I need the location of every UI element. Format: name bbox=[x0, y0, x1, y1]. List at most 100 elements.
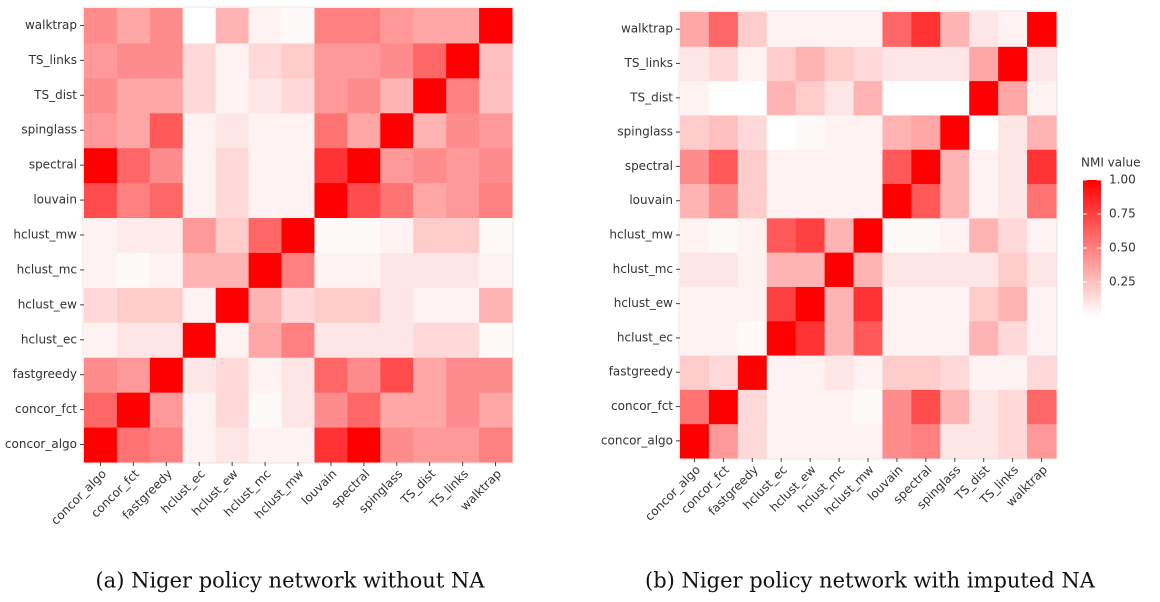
heat-cell bbox=[1027, 423, 1057, 459]
heat-cell bbox=[853, 389, 883, 425]
heat-cell bbox=[940, 286, 970, 322]
heat-cell bbox=[347, 322, 381, 358]
heat-cell bbox=[766, 286, 797, 322]
heat-cell bbox=[314, 77, 348, 114]
heat-cell bbox=[182, 77, 217, 114]
y-tick-label: hclust_mc bbox=[613, 262, 673, 276]
heat-cell bbox=[479, 77, 513, 114]
heat-cell bbox=[795, 286, 826, 322]
heat-cell bbox=[116, 357, 151, 393]
heat-cell bbox=[824, 80, 855, 116]
heat-cell bbox=[708, 183, 739, 219]
heat-cell bbox=[1027, 355, 1057, 390]
heat-cell bbox=[347, 427, 381, 463]
heat-cell bbox=[413, 427, 447, 463]
y-tick-label: hclust_ew bbox=[614, 296, 673, 310]
heat-cell bbox=[824, 12, 855, 47]
heat-cell bbox=[149, 287, 184, 323]
heat-cell bbox=[281, 42, 315, 79]
heat-cell bbox=[116, 322, 151, 358]
heat-cell bbox=[795, 46, 826, 82]
heat-cell bbox=[215, 252, 250, 288]
heat-cell bbox=[215, 77, 250, 114]
heat-cell bbox=[182, 8, 217, 44]
heat-cell bbox=[795, 183, 826, 219]
heat-cell bbox=[281, 217, 315, 253]
y-tick-label: TS_dist bbox=[629, 90, 673, 104]
heat-cell bbox=[380, 392, 414, 428]
y-tick-label: louvain bbox=[629, 193, 673, 207]
heat-cell bbox=[446, 252, 480, 288]
y-tick-label: TS_links bbox=[624, 56, 673, 70]
heat-cell bbox=[314, 147, 348, 184]
heat-cell bbox=[314, 392, 348, 428]
heat-cell bbox=[314, 42, 348, 79]
heat-cell bbox=[380, 287, 414, 323]
heat-cell bbox=[446, 8, 480, 44]
heat-cell bbox=[347, 182, 381, 219]
heat-cell bbox=[347, 8, 381, 44]
heat-cell bbox=[998, 149, 1028, 185]
heat-cell bbox=[248, 217, 283, 253]
heat-cell bbox=[882, 80, 912, 116]
legend-title: NMI value bbox=[1081, 156, 1140, 170]
heat-cell bbox=[413, 147, 447, 184]
heat-cell bbox=[380, 252, 414, 288]
heat-cell bbox=[824, 320, 855, 356]
heat-cell bbox=[182, 357, 217, 393]
heat-cell bbox=[446, 77, 480, 114]
heat-cell bbox=[413, 322, 447, 358]
heat-cell bbox=[215, 8, 250, 44]
heat-cell bbox=[314, 252, 348, 288]
heat-cell bbox=[853, 217, 883, 253]
heat-cell bbox=[116, 392, 151, 428]
heat-cell bbox=[182, 182, 217, 219]
heat-cell bbox=[824, 46, 855, 82]
heat-cell bbox=[347, 42, 381, 79]
heat-cell bbox=[116, 112, 151, 149]
heat-cell bbox=[380, 322, 414, 358]
heat-cell bbox=[940, 217, 970, 253]
heat-cell bbox=[413, 8, 447, 44]
heat-cell bbox=[84, 392, 118, 428]
heat-cell bbox=[882, 389, 912, 425]
heat-cell bbox=[766, 80, 797, 116]
heat-cell bbox=[795, 12, 826, 47]
heat-cell bbox=[84, 182, 118, 219]
caption: (b) Niger policy network with imputed NA bbox=[645, 569, 1096, 593]
heat-cell bbox=[680, 114, 710, 150]
legend-tick-label: 0.25 bbox=[1109, 275, 1136, 289]
heat-cell bbox=[347, 147, 381, 184]
heat-cell bbox=[940, 80, 970, 116]
heat-cell bbox=[737, 183, 768, 219]
heat-cell bbox=[248, 322, 283, 358]
heat-cell bbox=[824, 217, 855, 253]
heat-cell bbox=[116, 252, 151, 288]
heat-cell bbox=[248, 287, 283, 323]
heat-cell bbox=[969, 286, 999, 322]
heat-cell bbox=[969, 355, 999, 390]
heat-cell bbox=[1027, 252, 1057, 287]
heat-cell bbox=[248, 392, 283, 428]
heat-cell bbox=[446, 112, 480, 149]
heat-cell bbox=[853, 252, 883, 287]
heat-cell bbox=[853, 149, 883, 185]
heat-cell bbox=[380, 77, 414, 114]
heat-cell bbox=[479, 392, 513, 428]
heat-cell bbox=[215, 182, 250, 219]
heat-cell bbox=[149, 77, 184, 114]
heat-cell bbox=[479, 42, 513, 79]
heat-cell bbox=[84, 252, 118, 288]
heat-cell bbox=[969, 252, 999, 287]
heat-cell bbox=[737, 355, 768, 390]
heat-cell bbox=[314, 8, 348, 44]
heat-cell bbox=[215, 357, 250, 393]
heat-cell bbox=[708, 114, 739, 150]
heat-cell bbox=[1027, 114, 1057, 150]
heat-cell bbox=[969, 389, 999, 425]
heat-cell bbox=[248, 182, 283, 219]
heat-cell bbox=[84, 217, 118, 253]
heat-cell bbox=[248, 357, 283, 393]
